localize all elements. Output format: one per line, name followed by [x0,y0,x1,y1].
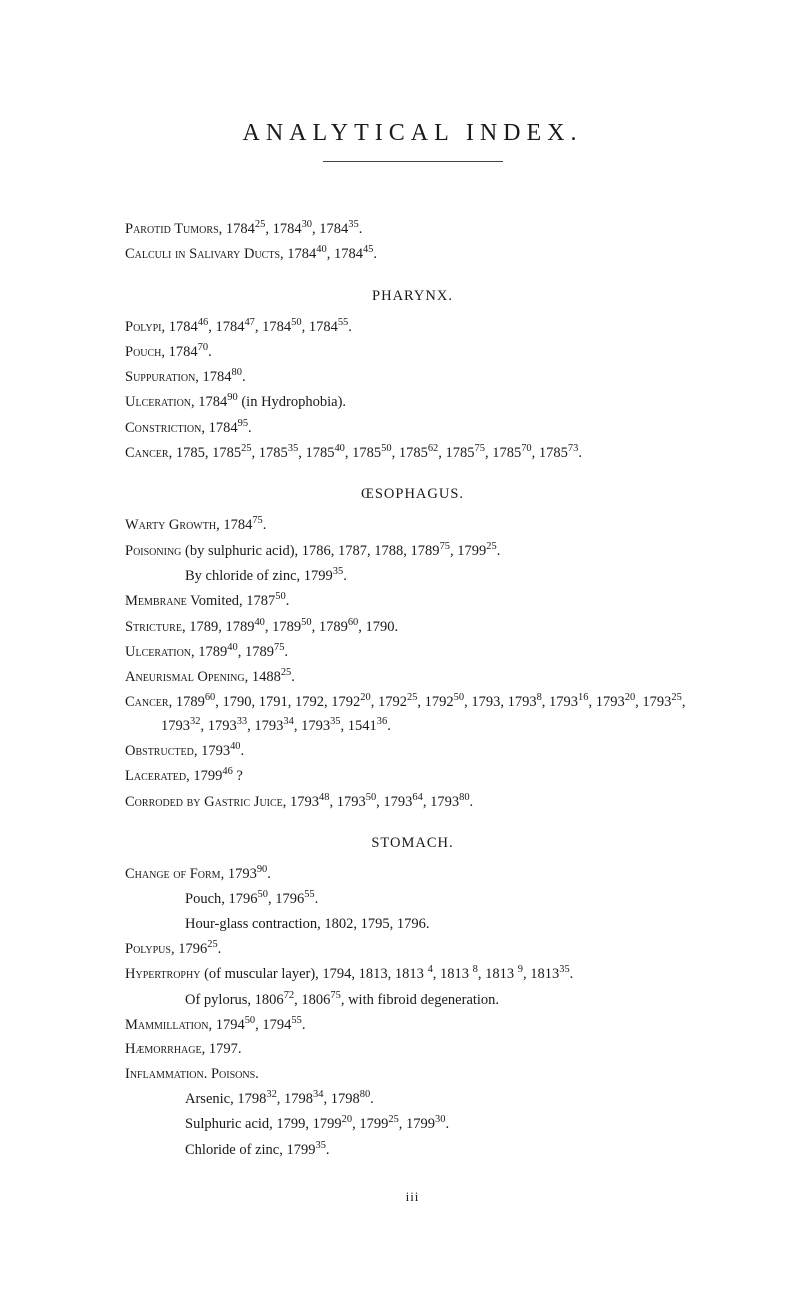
entries-top-block: Parotid Tumors, 178425, 178430, 178435.C… [125,217,700,266]
stomach-entry: Sulphuric acid, 1799, 179920, 179925, 17… [125,1112,700,1135]
stomach-entry: Mammillation, 179450, 179455. [125,1013,700,1036]
oesophagus-entry: Stricture, 1789, 178940, 178950, 178960,… [125,615,700,638]
oesophagus-entry: Cancer, 178960, 1790, 1791, 1792, 179220… [125,690,700,737]
stomach-entry: Chloride of zinc, 179935. [125,1138,700,1161]
page-title: ANALYTICAL INDEX. [125,120,700,147]
stomach-entry: Arsenic, 179832, 179834, 179880. [125,1087,700,1110]
stomach-entry: Hour-glass contraction, 1802, 1795, 1796… [125,913,700,935]
pharynx-entry: Ulceration, 178490 (in Hydrophobia). [125,390,700,413]
oesophagus-entry: By chloride of zinc, 179935. [125,564,700,587]
title-rule [323,161,503,162]
stomach-entry: Of pylorus, 180672, 180675, with fibroid… [125,988,700,1011]
pharynx-entry: Suppuration, 178480. [125,365,700,388]
oesophagus-entry: Lacerated, 179946 ? [125,764,700,787]
heading-stomach: STOMACH. [125,835,700,852]
stomach-entry: Change of Form, 179390. [125,862,700,885]
entries-oesophagus-block: Warty Growth, 178475. Poisoning (by sulph… [125,513,700,813]
stomach-entry: Pouch, 179650, 179655. [125,887,700,910]
stomach-entry: Inflammation. Poisons. [125,1063,700,1085]
oesophagus-entry: Poisoning (by sulphuric acid), 1786, 178… [125,539,700,562]
oesophagus-entry: Corroded by Gastric Juice, 179348, 17935… [125,790,700,813]
stomach-entry: Hypertrophy (of muscular layer), 1794, 1… [125,962,700,985]
oesophagus-entry: Obstructed, 179340. [125,739,700,762]
oesophagus-entry: Membrane Vomited, 178750. [125,589,700,612]
pharynx-entry: Polypi, 178446, 178447, 178450, 178455. [125,315,700,338]
top-entry: Calculi in Salivary Ducts, 178440, 17844… [125,242,700,265]
entries-stomach-block: Change of Form, 179390.Pouch, 179650, 17… [125,862,700,1161]
stomach-entry: Polypus, 179625. [125,937,700,960]
page-number: iii [125,1189,700,1205]
entries-pharynx-block: Polypi, 178446, 178447, 178450, 178455.P… [125,315,700,465]
oesophagus-entry: Aneurismal Opening, 148825. [125,665,700,688]
pharynx-entry: Constriction, 178495. [125,416,700,439]
page-container: ANALYTICAL INDEX. Parotid Tumors, 178425… [0,0,800,1291]
oesophagus-entry: Ulceration, 178940, 178975. [125,640,700,663]
pharynx-entry: Pouch, 178470. [125,340,700,363]
oesophagus-entry: Warty Growth, 178475. [125,513,700,536]
top-entry: Parotid Tumors, 178425, 178430, 178435. [125,217,700,240]
stomach-entry: Hæmorrhage, 1797. [125,1038,700,1060]
heading-oesophagus: ŒSOPHAGUS. [125,486,700,503]
heading-pharynx: PHARYNX. [125,288,700,305]
pharynx-entry: Cancer, 1785, 178525, 178535, 178540, 17… [125,441,700,464]
